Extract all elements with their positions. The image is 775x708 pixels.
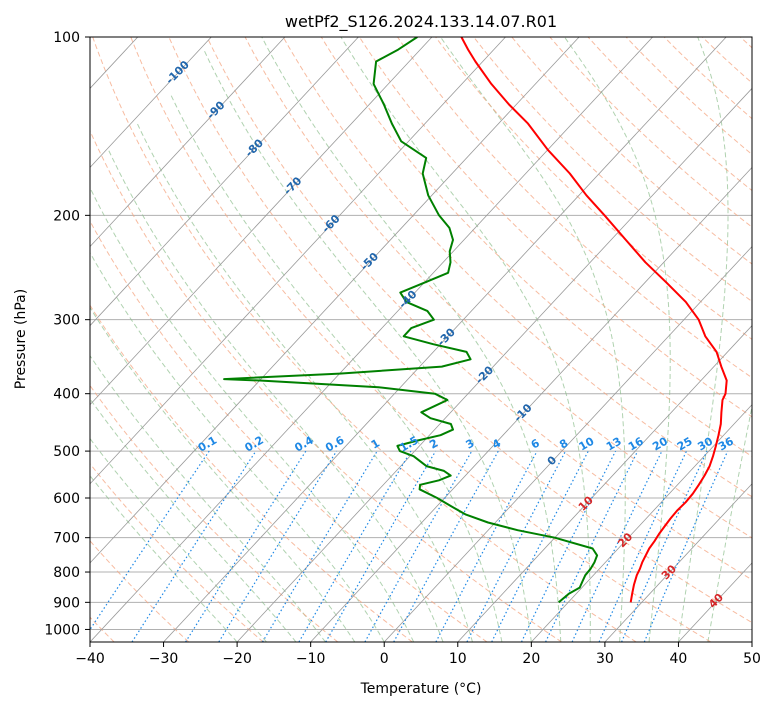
y-tick-label: 200: [53, 208, 80, 224]
x-tick-label: 10: [449, 651, 467, 667]
mixing-ratio-line: [261, 450, 378, 642]
moist-adiabat: [90, 474, 238, 642]
y-axis-label: Pressure (hPa): [13, 289, 29, 389]
plot-area: [90, 37, 752, 642]
moist-adiabat: [90, 354, 326, 642]
dry-adiabat: [90, 384, 339, 642]
y-tick-label: 300: [53, 313, 80, 329]
dry-adiabat: [92, 37, 637, 642]
mixing-ratio-line: [621, 450, 708, 642]
mixing-ratio-lines: [90, 450, 729, 642]
mixing-ratio-line: [571, 450, 663, 642]
dry-adiabat: [473, 37, 752, 303]
moist-adiabat: [170, 94, 503, 642]
x-tick-label: 0: [380, 651, 389, 667]
isotherm-line: [90, 37, 653, 642]
x-tick-label: 50: [743, 651, 761, 667]
moist-adiabat: [203, 49, 532, 642]
moist-adiabat: [261, 37, 562, 642]
mixing-ratio-line: [545, 450, 639, 642]
x-axis-label: Temperature (°C): [360, 681, 482, 697]
moist-adiabat: [440, 37, 626, 642]
mixing-ratio-line: [393, 450, 499, 642]
dry-adiabat: [358, 37, 752, 418]
y-tick-label: 500: [53, 444, 80, 460]
x-tick-label: −10: [296, 651, 326, 667]
isotherm-line: [90, 37, 359, 327]
chart-title: wetPf2_S126.2024.133.14.07.R01: [285, 12, 557, 32]
moist-adiabat: [90, 306, 356, 642]
isotherms: [90, 37, 752, 642]
x-tick-label: 30: [596, 651, 614, 667]
dry-adiabat: [90, 129, 562, 642]
y-tick-label: 100: [53, 30, 80, 46]
dry-adiabat: [397, 37, 752, 379]
dry-adiabat: [511, 37, 752, 265]
mixing-ratio-line: [643, 450, 729, 642]
dry-adiabat: [206, 37, 752, 581]
mixing-ratio-line: [598, 450, 688, 642]
mixing-ratio-line: [364, 450, 473, 642]
y-tick-label: 700: [53, 531, 80, 547]
x-tick-label: −20: [222, 651, 252, 667]
mixing-ratio-line: [218, 450, 338, 642]
plot-frame: [89, 36, 753, 643]
isotherm-line: [90, 37, 433, 406]
moist-adiabats: [90, 37, 752, 642]
dry-adiabat: [282, 37, 752, 498]
isotherm-line: [163, 37, 727, 642]
isotherm-line: [90, 37, 580, 564]
x-tick-label: 40: [670, 651, 688, 667]
dry-adiabat: [90, 304, 413, 642]
moist-adiabat: [136, 123, 473, 642]
pressure-gridlines: [90, 37, 752, 630]
isotherm-line: [383, 245, 752, 642]
moist-adiabat: [340, 37, 591, 642]
dry-adiabat: [168, 37, 752, 624]
moist-adiabat: [90, 251, 385, 642]
y-tick-label: 400: [53, 387, 80, 403]
profiles: [223, 37, 728, 604]
isotherm-line: [236, 87, 752, 642]
y-tick-label: 1000: [44, 622, 80, 638]
y-tick-label: 600: [53, 491, 80, 507]
moist-adiabat: [107, 149, 444, 642]
temperature-profile: [460, 37, 728, 603]
mixing-ratio-line: [520, 450, 617, 642]
dry-adiabat: [587, 37, 752, 192]
moist-adiabat: [677, 37, 729, 642]
y-tick-label: 900: [53, 595, 80, 611]
isotherm-line: [90, 37, 506, 485]
isotherm-line: [310, 166, 752, 642]
mixing-ratio-line: [298, 450, 412, 642]
x-tick-label: −30: [149, 651, 179, 667]
x-tick-label: −40: [75, 651, 105, 667]
dewpoint-profile: [223, 37, 599, 604]
x-axis-ticks: −40 −30 −20 −10 0 10 20 30 40 50: [75, 642, 761, 667]
isotherm-line: [604, 483, 752, 642]
isotherm-line: [90, 37, 212, 169]
dry-adiabat: [130, 37, 712, 642]
dry-adiabat: [90, 462, 264, 642]
isotherm-line: [90, 37, 286, 248]
moist-adiabat: [90, 186, 415, 642]
mixing-ratio-line: [325, 450, 437, 642]
mixing-ratio-line: [185, 450, 307, 642]
isotherm-line: [531, 404, 752, 642]
y-tick-label: 800: [53, 565, 80, 581]
y-axis-ticks: 100 200 300 400 500 600 700 800 900 1000: [44, 30, 90, 638]
isotherm-line: [457, 325, 752, 642]
moist-adiabat: [90, 437, 267, 642]
x-tick-label: 20: [522, 651, 540, 667]
